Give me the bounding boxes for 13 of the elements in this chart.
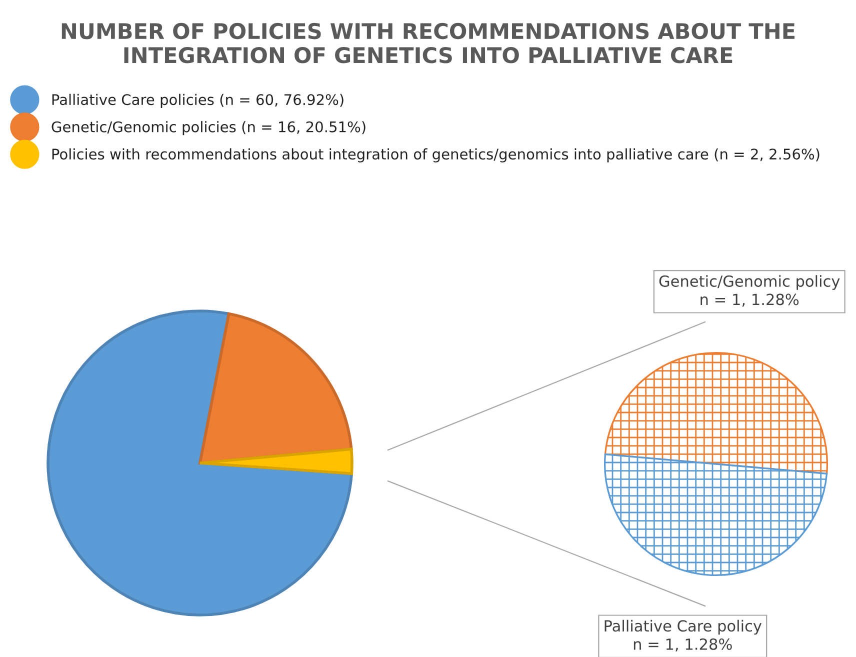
pie-slice — [198, 448, 354, 475]
pie-slice — [604, 453, 828, 576]
pie-slice — [604, 352, 828, 475]
slice-label: Genetic/Genomic policy — [659, 275, 840, 290]
legend-label: Policies with recommendations about integration of genetics/genomics into palliative care (n = 2, 2.56%) — [52, 148, 820, 162]
slice-label: Palliative Care policy — [604, 620, 762, 635]
chart-title: NUMBER OF POLICIES WITH RECOMMENDATIONS ABOUT THE INTEGRATION OF GENETICS INTO PALLIATIVE CARE — [62, 22, 794, 64]
pie-slice — [198, 312, 353, 464]
legend-label: Genetic/Genomic policies (n = 16, 20.51%) — [52, 121, 366, 136]
data-label: n = 1, 1.28% — [634, 638, 732, 652]
pie-slice — [46, 310, 354, 616]
legend-label: Palliative Care policies (n = 60, 76.92%) — [52, 94, 344, 108]
data-label: n = 1, 1.28% — [700, 294, 799, 307]
